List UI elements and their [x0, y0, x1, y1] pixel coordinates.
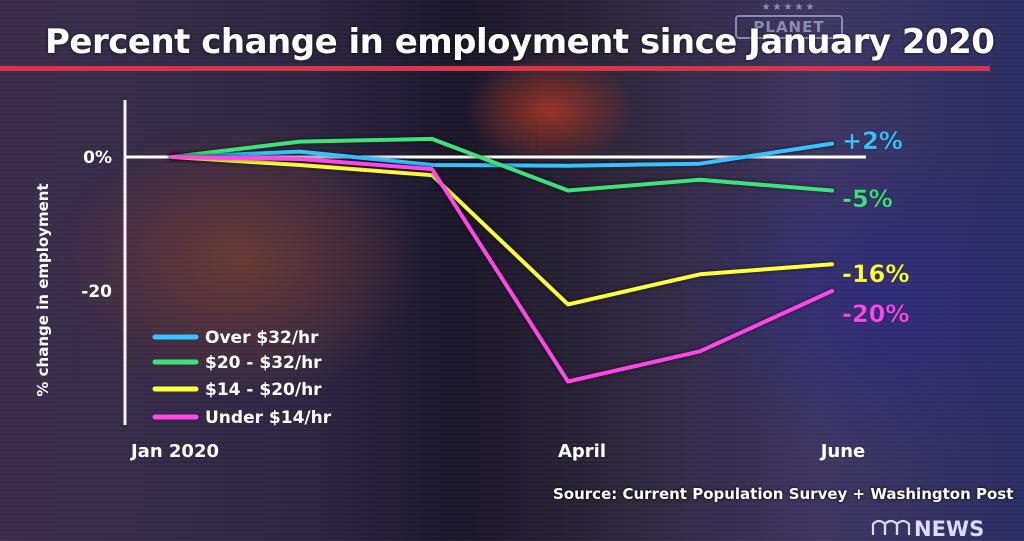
legend-label: Under $14/hr: [205, 408, 332, 428]
title-underline: [0, 66, 990, 71]
labels-layer: +2% -5% -16% -20%: [842, 127, 910, 329]
series-end-label: -20%: [842, 300, 909, 328]
legend-label: Over $32/hr: [205, 328, 319, 348]
legend-label: $20 - $32/hr: [205, 353, 322, 373]
y-tick-label: -20: [81, 282, 112, 302]
chart-legend: Over $32/hr $20 - $32/hr $14 - $20/hr Under…: [152, 328, 332, 428]
series-layer: [170, 136, 834, 384]
x-tick-label: June: [819, 441, 866, 462]
series-end-label: +2%: [842, 127, 903, 155]
abc-news-wordmark: NEWS: [914, 517, 984, 541]
x-tick-label: April: [558, 441, 606, 462]
planet-watermark: ★★★★★ PLANET: [735, 2, 843, 54]
chart-axes: % change in employment 0% -20 Jan 2020 April…: [34, 100, 866, 462]
source-note: Source: Current Population Survey + Wash…: [553, 485, 1014, 503]
chart-title: Percent change in employment since Janua…: [45, 22, 995, 62]
y-axis-label: % change in employment: [34, 183, 52, 396]
series-line: [170, 155, 834, 307]
series-line: [170, 136, 834, 193]
y-tick-label: 0%: [83, 148, 112, 168]
legend-label: $14 - $20/hr: [205, 380, 322, 400]
series-end-label: -5%: [842, 185, 893, 213]
abc-news-logo: NEWS: [871, 517, 984, 541]
series-end-label: -16%: [842, 260, 909, 288]
x-tick-label: Jan 2020: [129, 441, 219, 462]
watermark-text: PLANET: [735, 15, 843, 39]
series-line: [170, 155, 834, 384]
watermark-stars: ★★★★★: [761, 2, 817, 13]
